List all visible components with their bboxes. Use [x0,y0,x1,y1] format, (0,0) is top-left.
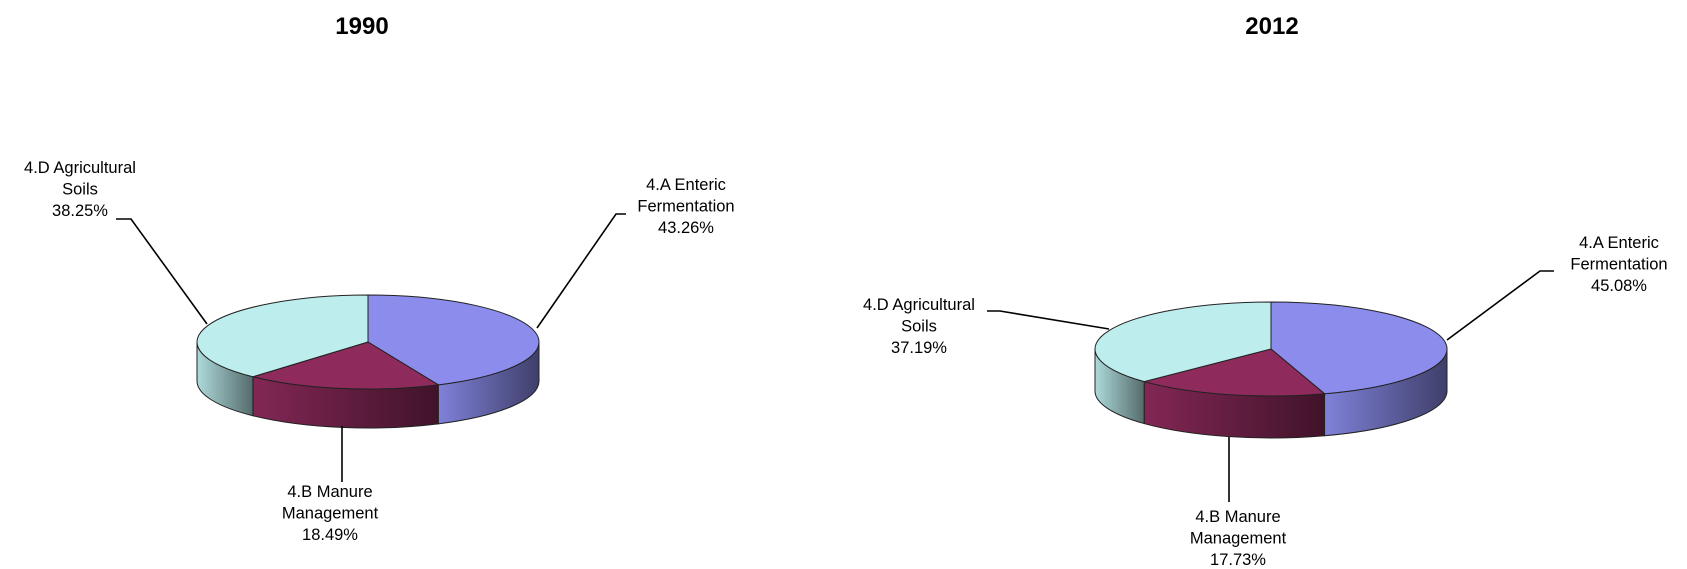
leader-line-4-d-agricultural-soils-1990 [116,218,208,325]
slice-label-4-a-enteric-fermentation-1990: 4.A Enteric Fermentation 43.26% [637,176,734,237]
slice-label-line: 4.D Agricultural [24,159,136,177]
chart-title-1990: 1990 [335,13,388,40]
pie-1990: 4.A Enteric Fermentation 43.26% 4.B Manure M… [24,159,735,544]
slice-label-line: Soils [901,318,937,336]
slice-label-line: 4.A Enteric [1579,234,1659,252]
slice-label-line: 4.B Manure [287,483,372,501]
slice-label-line: Management [282,505,379,523]
leader-line-4-a-enteric-fermentation-1990 [536,213,626,329]
pie-chart-1990: 1990 4.A Enteric Fermentation 43.26% 4.B Ma… [24,13,735,544]
pie-slice-4-d-agricultural-soils-1990 [196,294,369,378]
pie-slice-4-a-enteric-fermentation-2012 [1270,301,1448,395]
pie-chart-2012: 2012 4.A Enteric Fermentation 45.08% 4.B Ma… [863,13,1668,569]
slice-label-line: 18.49% [302,526,358,544]
slice-label-line: 45.08% [1591,277,1647,295]
pie-slice-4-b-manure-management-1990 [251,341,440,390]
pie-2012: 4.A Enteric Fermentation 45.08% 4.B Manure M… [863,234,1668,569]
slice-label-line: 4.A Enteric [646,176,726,194]
slice-label-line: 43.26% [658,219,714,237]
pie-slice-4-b-manure-management-2012 [1142,348,1326,397]
slice-label-4-d-agricultural-soils-1990: 4.D Agricultural Soils 38.25% [24,159,136,220]
leader-line-4-a-enteric-fermentation-2012 [1446,270,1554,341]
slice-label-4-a-enteric-fermentation-2012: 4.A Enteric Fermentation 45.08% [1570,234,1667,295]
slice-label-4-d-agricultural-soils-2012: 4.D Agricultural Soils 37.19% [863,296,975,357]
slice-label-4-b-manure-management-1990: 4.B Manure Management 18.49% [282,483,379,544]
slice-label-line: 17.73% [1210,551,1266,569]
slice-label-line: Management [1190,530,1287,548]
slice-label-line: 37.19% [891,339,947,357]
slice-label-4-b-manure-management-2012: 4.B Manure Management 17.73% [1190,508,1287,569]
slice-label-line: Fermentation [1570,256,1667,274]
slice-label-line: 4.D Agricultural [863,296,975,314]
leader-line-4-d-agricultural-soils-2012 [987,310,1110,330]
pie-slice-4-a-enteric-fermentation-1990 [367,294,540,386]
slice-label-line: Soils [62,181,98,199]
slice-label-line: 4.B Manure [1195,508,1280,526]
slice-label-line: 38.25% [52,202,108,220]
chart-title-2012: 2012 [1245,13,1298,40]
slice-label-line: Fermentation [637,198,734,216]
pie-slice-4-d-agricultural-soils-2012 [1094,301,1272,383]
